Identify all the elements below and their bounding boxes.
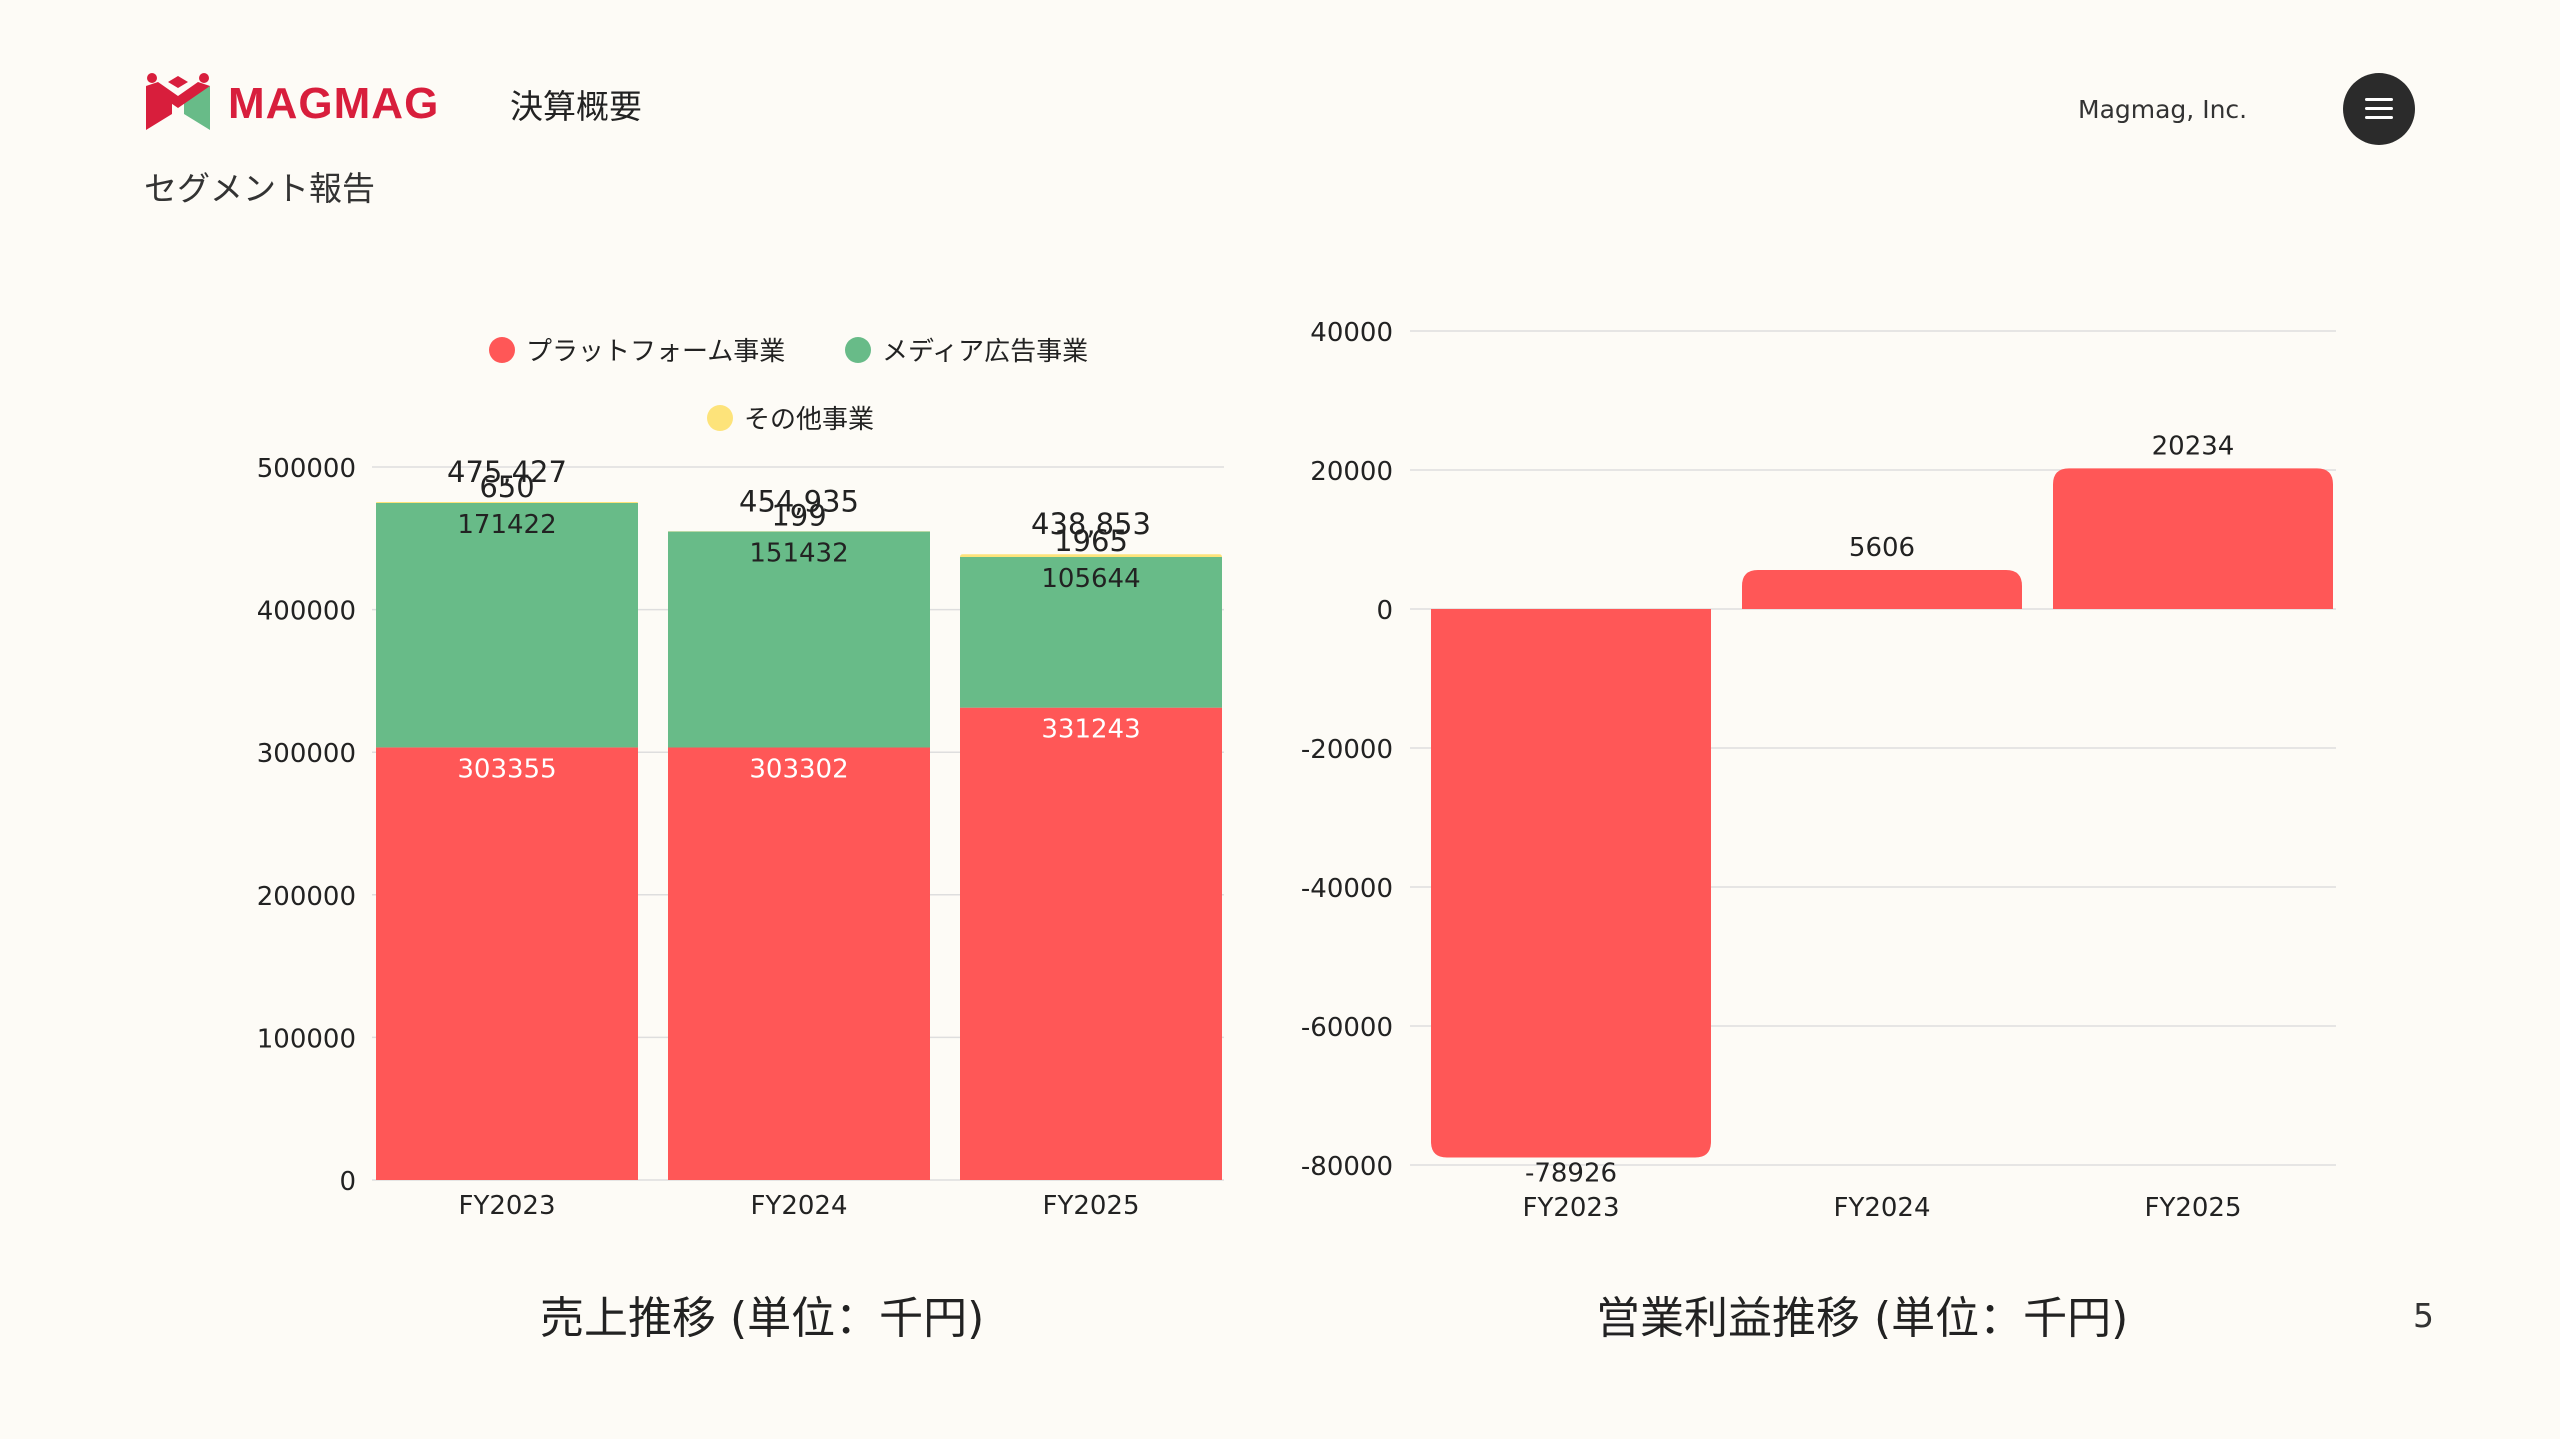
y-tick-label: 20000 [1310, 457, 1393, 487]
x-tick-label: FY2023 [1522, 1193, 1619, 1223]
data-label: -78926 [1525, 1159, 1617, 1189]
data-label: 171422 [457, 510, 556, 540]
y-tick-label: 300000 [257, 739, 356, 769]
y-tick-label: 100000 [257, 1024, 356, 1054]
legend-marker [707, 405, 733, 431]
revenue-chart: 0 100000 200000 300000 400000 500000 プラットフォーム事… [257, 337, 1224, 1221]
bar-segment [376, 747, 638, 1180]
menu-icon [2365, 98, 2393, 101]
x-tick-label: FY2023 [458, 1191, 555, 1221]
logo-wordmark: MAGMAG [228, 79, 440, 128]
bar [2053, 468, 2333, 609]
data-label: 303302 [749, 754, 848, 784]
magmag-logo[interactable]: MAGMAG [142, 72, 439, 136]
data-label: 105644 [1041, 564, 1140, 594]
profit-chart-caption: 営業利益推移 (単位：千円) [1596, 1293, 2129, 1344]
revenue-chart-caption: 売上推移 (単位：千円) [540, 1293, 985, 1344]
y-tick-label: -80000 [1301, 1152, 1393, 1182]
total-label: 475,427 [447, 455, 567, 489]
legend-label: プラットフォーム事業 [526, 337, 785, 367]
page-number: 5 [2413, 1296, 2434, 1335]
data-label: 20234 [2152, 431, 2235, 461]
bar-segment [668, 747, 930, 1180]
bar [1742, 570, 2022, 609]
y-tick-label: 40000 [1310, 318, 1393, 348]
data-label: 331243 [1041, 715, 1140, 745]
data-label: 151432 [749, 539, 848, 569]
data-label: 5606 [1849, 533, 1915, 563]
y-tick-label: 0 [1376, 596, 1393, 626]
data-label: 650 [479, 470, 534, 504]
bar-segment [376, 502, 638, 748]
operating-profit-chart: -80000 -60000 -40000 -20000 0 20000 40000 -7892… [1301, 318, 2336, 1223]
y-tick-label: -40000 [1301, 874, 1393, 904]
bar-segment [376, 502, 638, 503]
legend-marker [489, 337, 515, 363]
page-title: セグメント報告 [144, 169, 375, 208]
bar-segment [960, 554, 1222, 557]
legend-marker [845, 337, 871, 363]
data-label: 199 [771, 499, 826, 533]
bar [1431, 609, 1711, 1158]
legend-label: メディア広告事業 [882, 337, 1088, 367]
legend-label: その他事業 [744, 405, 874, 435]
y-tick-label: 400000 [257, 597, 356, 627]
data-label: 1965 [1054, 524, 1128, 558]
logo-mark-icon [146, 73, 210, 130]
y-tick-label: 200000 [257, 882, 356, 912]
data-label: 303355 [457, 754, 556, 784]
company-name: Magmag, Inc. [2078, 95, 2248, 124]
y-tick-label: -60000 [1301, 1013, 1393, 1043]
menu-button[interactable] [2343, 73, 2415, 145]
x-tick-label: FY2025 [1042, 1191, 1139, 1221]
bar-segment [668, 531, 930, 748]
y-tick-label: -20000 [1301, 735, 1393, 765]
bar-segment [960, 556, 1222, 708]
y-tick-label: 500000 [257, 454, 356, 484]
x-tick-label: FY2024 [750, 1191, 847, 1221]
x-tick-label: FY2025 [2144, 1193, 2241, 1223]
total-label: 454,935 [739, 484, 859, 518]
total-label: 438,853 [1031, 507, 1151, 541]
header-title: 決算概要 [510, 87, 642, 126]
x-tick-label: FY2024 [1833, 1193, 1930, 1223]
y-tick-label: 0 [339, 1167, 356, 1197]
bar-segment [960, 707, 1222, 1180]
